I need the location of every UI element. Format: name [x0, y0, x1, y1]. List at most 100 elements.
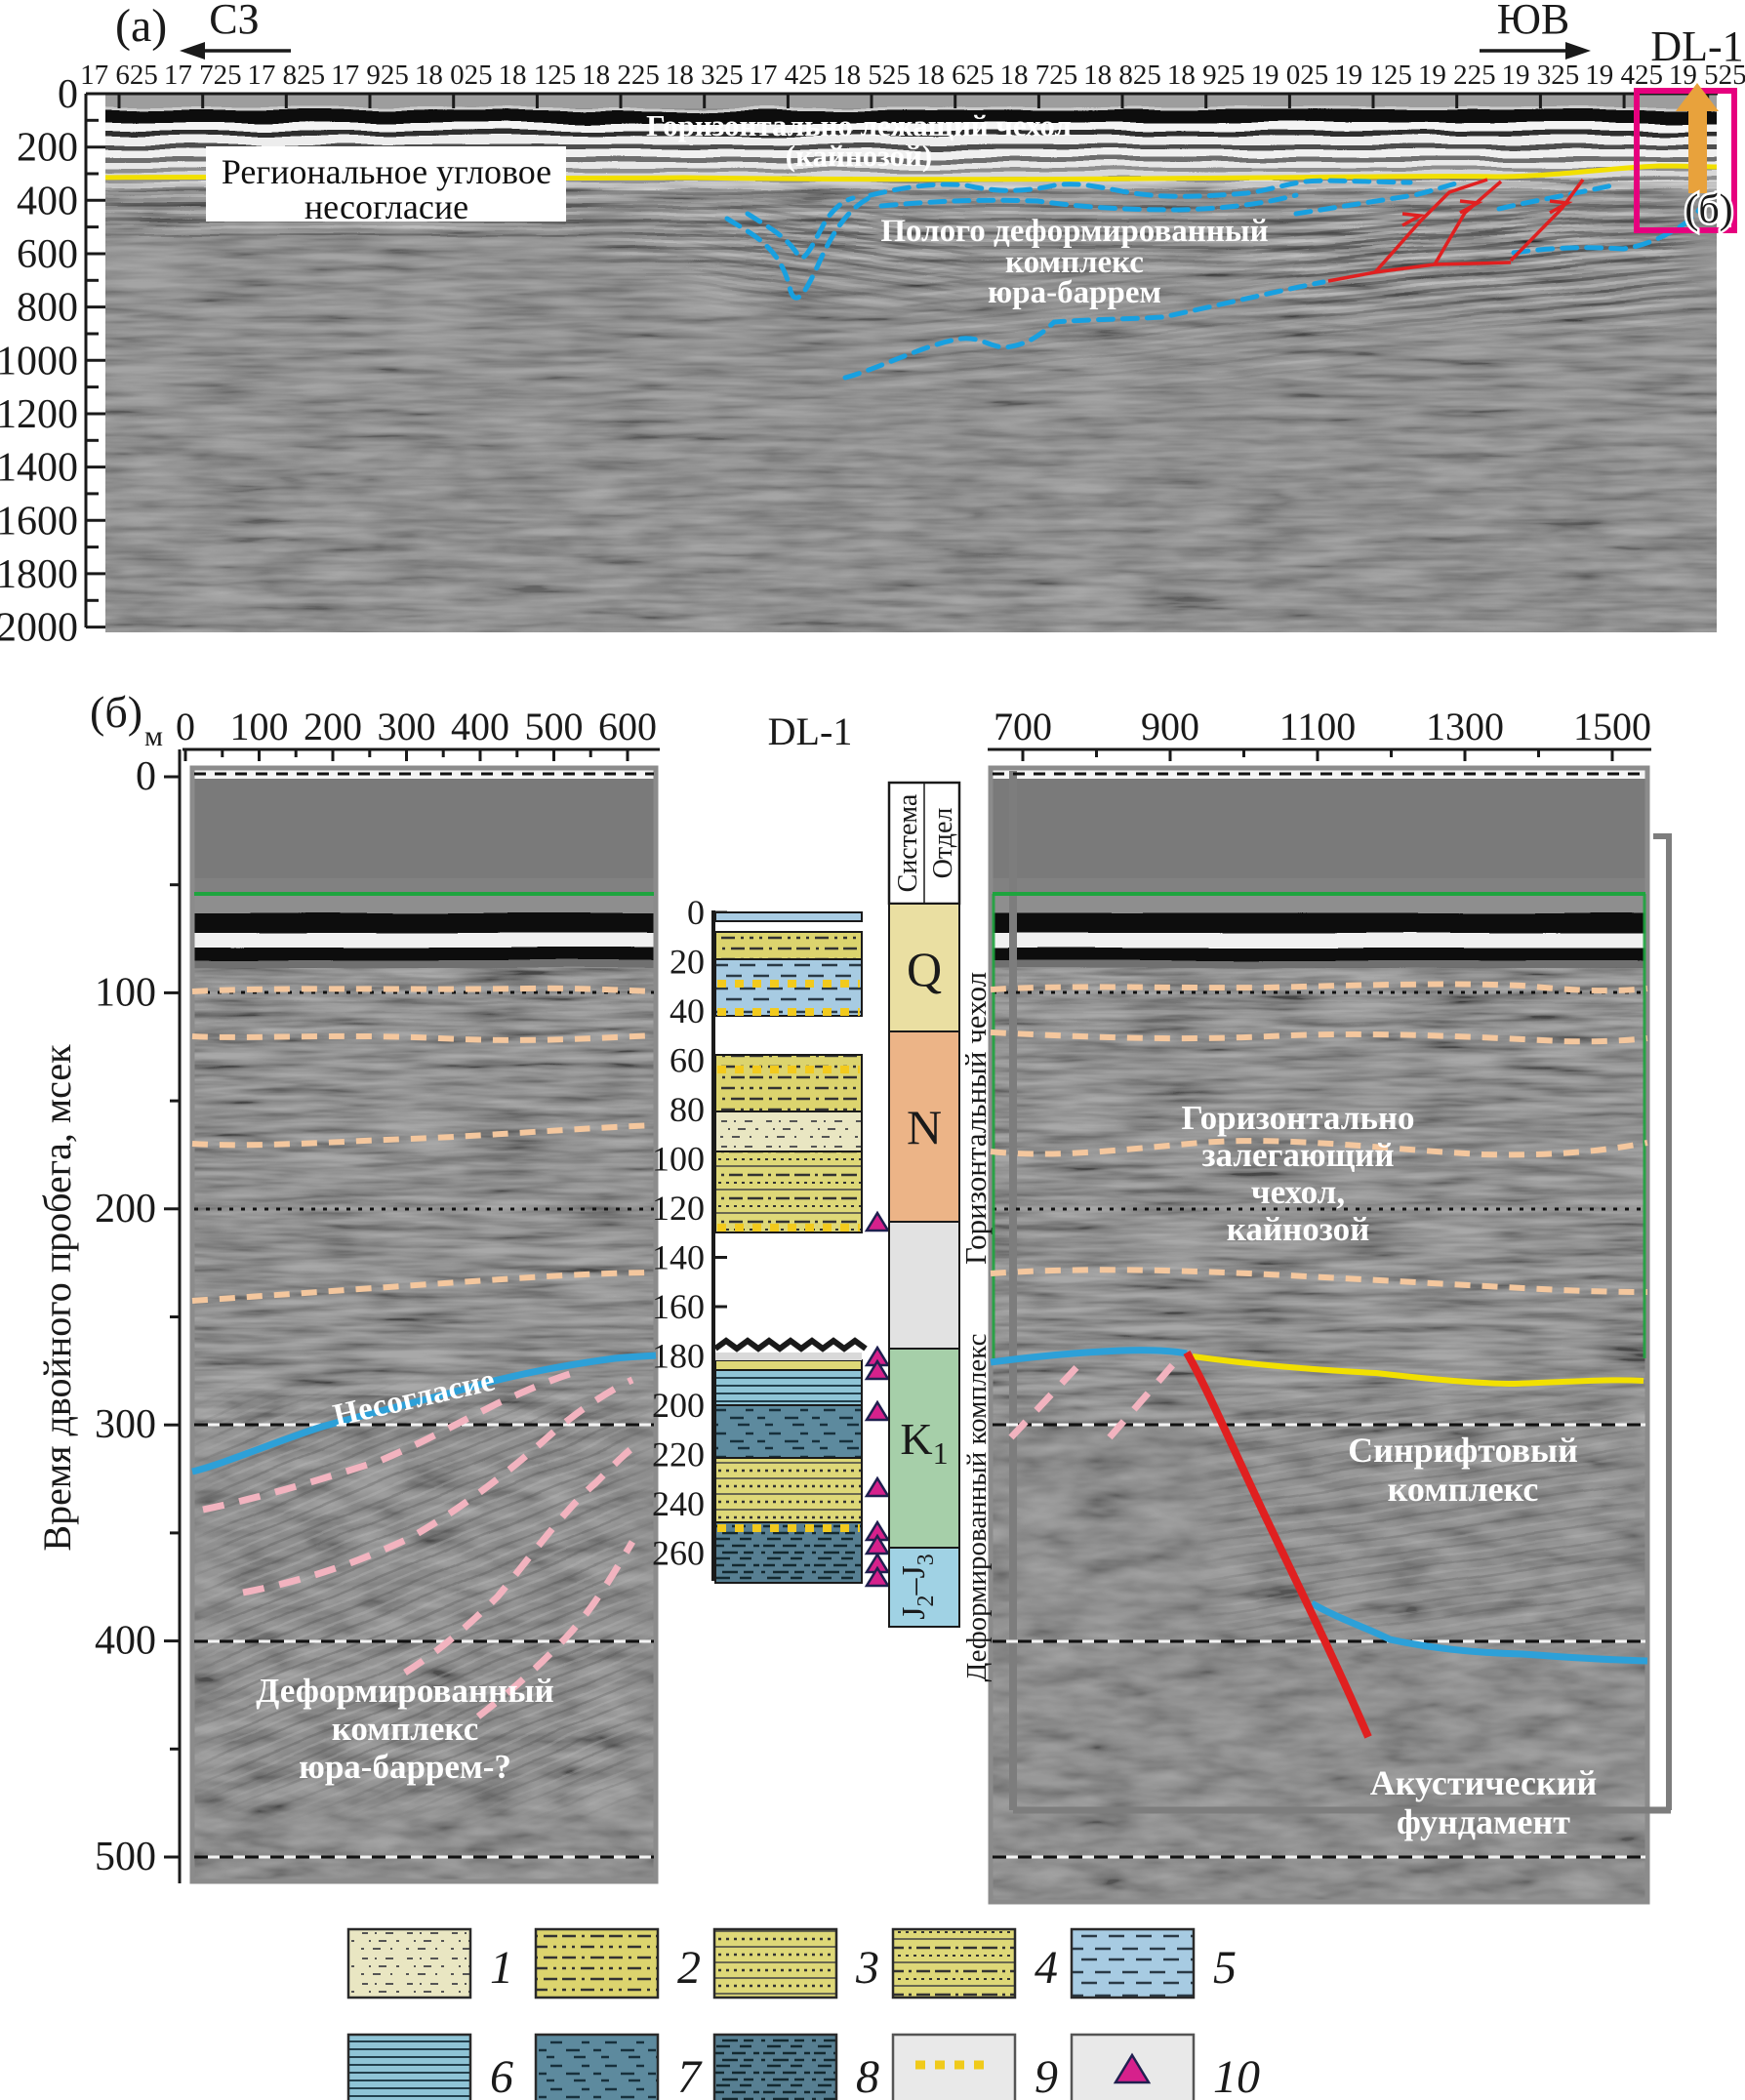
svg-text:Синрифтовый: Синрифтовый: [1348, 1431, 1578, 1470]
svg-text:1600: 1600: [0, 499, 78, 544]
svg-text:19 025: 19 025: [1251, 60, 1329, 91]
svg-text:кайнозой: кайнозой: [1227, 1210, 1370, 1248]
svg-text:600: 600: [598, 705, 657, 748]
svg-text:1200: 1200: [0, 392, 78, 437]
svg-text:Полого деформированный: Полого деформированный: [880, 214, 1268, 249]
svg-text:240: 240: [652, 1484, 705, 1523]
svg-text:6: 6: [490, 2051, 513, 2100]
svg-text:0: 0: [136, 754, 156, 799]
svg-text:40: 40: [670, 991, 705, 1030]
svg-text:100: 100: [95, 970, 156, 1015]
svg-text:Q: Q: [907, 942, 942, 996]
svg-text:18 825: 18 825: [1083, 60, 1161, 91]
svg-text:1800: 1800: [0, 552, 78, 597]
svg-text:19 125: 19 125: [1334, 60, 1412, 91]
svg-text:500: 500: [525, 705, 584, 748]
svg-text:1300: 1300: [1426, 705, 1504, 748]
svg-text:80: 80: [670, 1090, 705, 1129]
svg-text:220: 220: [652, 1435, 705, 1474]
svg-text:0: 0: [687, 893, 705, 932]
svg-text:Горизонтальный чехол: Горизонтальный чехол: [958, 972, 993, 1265]
svg-text:(б): (б): [90, 687, 142, 737]
svg-text:2: 2: [677, 1942, 701, 1994]
svg-text:K1: K1: [900, 1414, 948, 1471]
svg-text:залегающий: залегающий: [1201, 1136, 1394, 1174]
svg-text:5: 5: [1213, 1942, 1237, 1994]
svg-text:18 025: 18 025: [415, 60, 493, 91]
svg-text:900: 900: [1141, 705, 1199, 748]
svg-text:10: 10: [1213, 2051, 1260, 2100]
svg-text:100: 100: [652, 1140, 705, 1179]
svg-text:19 225: 19 225: [1418, 60, 1496, 91]
svg-text:17 625: 17 625: [80, 60, 158, 91]
svg-text:600: 600: [17, 232, 78, 277]
svg-text:1100: 1100: [1279, 705, 1357, 748]
svg-text:17 925: 17 925: [331, 60, 409, 91]
svg-text:7: 7: [677, 2051, 703, 2100]
svg-text:Деформированный комплекс: Деформированный комплекс: [961, 1333, 993, 1681]
svg-text:100: 100: [230, 705, 289, 748]
svg-text:800: 800: [17, 286, 78, 331]
svg-text:200: 200: [652, 1386, 705, 1425]
svg-text:140: 140: [652, 1238, 705, 1277]
svg-text:160: 160: [652, 1287, 705, 1326]
svg-text:9: 9: [1035, 2051, 1058, 2100]
svg-text:J2–J3: J2–J3: [896, 1554, 939, 1619]
svg-text:400: 400: [451, 705, 509, 748]
svg-text:17 725: 17 725: [164, 60, 242, 91]
svg-text:Акустический: Акустический: [1370, 1763, 1597, 1802]
svg-text:0: 0: [58, 72, 78, 117]
svg-text:юра-баррем-?: юра-баррем-?: [299, 1748, 511, 1786]
svg-text:несогласие: несогласие: [304, 187, 468, 226]
svg-text:8: 8: [856, 2051, 879, 2100]
svg-text:(кайнозой): (кайнозой): [786, 139, 932, 173]
svg-text:17 425: 17 425: [750, 60, 828, 91]
svg-text:комплекс: комплекс: [1388, 1470, 1539, 1509]
svg-text:200: 200: [17, 126, 78, 171]
svg-text:1500: 1500: [1573, 705, 1651, 748]
svg-text:2000: 2000: [0, 606, 78, 651]
svg-text:DL-1: DL-1: [1650, 22, 1743, 70]
svg-text:19 525: 19 525: [1669, 60, 1745, 91]
svg-text:(а): (а): [115, 0, 167, 52]
svg-text:СЗ: СЗ: [209, 0, 259, 43]
svg-text:DL-1: DL-1: [768, 709, 853, 753]
svg-text:18 325: 18 325: [666, 60, 744, 91]
svg-text:18 925: 18 925: [1167, 60, 1245, 91]
svg-text:180: 180: [652, 1337, 705, 1376]
svg-text:18 225: 18 225: [582, 60, 660, 91]
svg-text:17 825: 17 825: [247, 60, 325, 91]
svg-text:18 725: 18 725: [1000, 60, 1078, 91]
svg-text:60: 60: [670, 1041, 705, 1080]
svg-text:400: 400: [95, 1619, 156, 1664]
svg-text:1: 1: [490, 1942, 513, 1994]
svg-text:18 625: 18 625: [916, 60, 994, 91]
svg-text:Система: Система: [893, 793, 923, 892]
svg-text:19 425: 19 425: [1585, 60, 1663, 91]
svg-text:120: 120: [652, 1189, 705, 1228]
svg-text:1000: 1000: [0, 339, 78, 384]
svg-text:м: м: [144, 720, 163, 752]
svg-text:1400: 1400: [0, 446, 78, 491]
svg-text:ЮВ: ЮВ: [1497, 0, 1570, 43]
svg-text:Горизонтально лежащий чехол: Горизонтально лежащий чехол: [646, 108, 1072, 142]
svg-text:300: 300: [95, 1402, 156, 1447]
svg-text:260: 260: [652, 1534, 705, 1573]
svg-text:Отдел: Отдел: [928, 808, 958, 879]
svg-text:18 125: 18 125: [499, 60, 577, 91]
svg-text:700: 700: [994, 705, 1052, 748]
svg-text:0: 0: [176, 705, 195, 748]
svg-text:500: 500: [95, 1835, 156, 1879]
svg-text:N: N: [907, 1100, 942, 1154]
svg-text:Деформированный: Деформированный: [256, 1672, 553, 1710]
svg-text:18 525: 18 525: [832, 60, 911, 91]
svg-text:комплекс: комплекс: [332, 1710, 479, 1748]
svg-text:чехол,: чехол,: [1251, 1173, 1345, 1211]
svg-text:юра-баррем: юра-баррем: [988, 275, 1161, 310]
svg-text:4: 4: [1035, 1942, 1058, 1994]
svg-text:комплекс: комплекс: [1005, 245, 1144, 280]
svg-text:300: 300: [378, 705, 436, 748]
svg-text:Время двойного пробега, мсек: Время двойного пробега, мсек: [35, 1044, 79, 1552]
svg-text:200: 200: [304, 705, 362, 748]
svg-text:Региональное угловое: Региональное угловое: [222, 152, 551, 191]
